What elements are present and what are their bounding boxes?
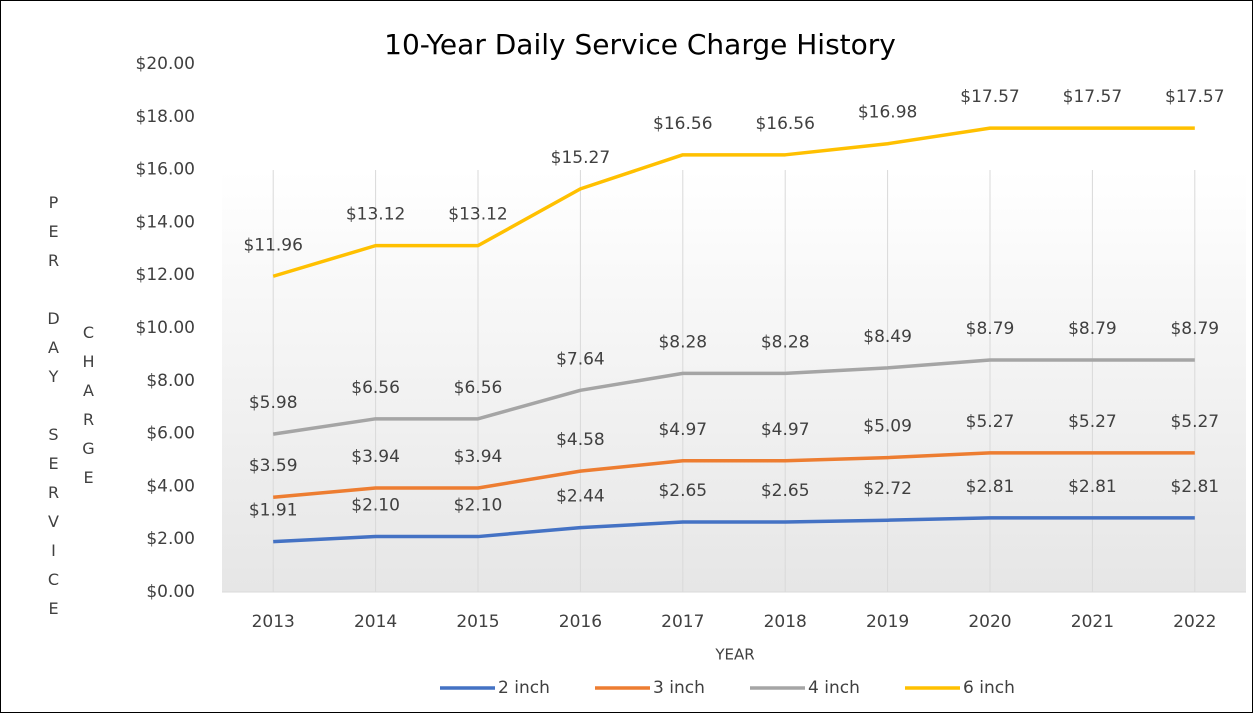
y-tick-label: $14.00 [136, 212, 195, 232]
data-label: $13.12 [346, 205, 405, 225]
series-line [273, 451, 1195, 499]
x-axis-label: YEAR [714, 646, 754, 664]
data-label: $5.09 [863, 417, 912, 437]
data-label: $2.10 [454, 496, 503, 516]
data-label: $5.27 [1170, 412, 1219, 432]
x-tick-label: 2018 [764, 612, 807, 632]
x-tick-label: 2022 [1173, 612, 1216, 632]
data-label: $8.79 [1068, 319, 1117, 339]
x-tick-label: 2014 [354, 612, 397, 632]
y-tick-label: $16.00 [136, 160, 195, 180]
data-label: $5.27 [966, 412, 1015, 432]
data-label: $6.56 [454, 378, 503, 398]
x-tick-label: 2015 [456, 612, 499, 632]
data-label: $2.65 [658, 481, 707, 501]
legend-label: 3 inch [653, 678, 705, 698]
x-tick-label: 2019 [866, 612, 909, 632]
data-label: $15.27 [551, 148, 610, 168]
data-label: $16.56 [755, 114, 814, 134]
data-label: $8.28 [658, 332, 707, 352]
data-label: $3.94 [351, 447, 400, 467]
series-line [273, 516, 1195, 544]
y-tick-label: $8.00 [146, 371, 195, 391]
x-tick-label: 2017 [661, 612, 704, 632]
data-label: $2.44 [556, 487, 605, 507]
y-tick-label: $20.00 [136, 54, 195, 74]
data-label: $8.79 [1170, 319, 1219, 339]
y-axis-label: PER DAY SERVICE CHARGE [44, 192, 98, 628]
data-label: $7.64 [556, 349, 605, 369]
data-label: $5.98 [249, 393, 298, 413]
data-label: $3.94 [454, 447, 503, 467]
data-label: $4.97 [658, 420, 707, 440]
data-label: $6.56 [351, 378, 400, 398]
legend-label: 4 inch [808, 678, 860, 698]
chart-title: 10-Year Daily Service Charge History [384, 28, 896, 61]
data-label: $2.81 [1170, 477, 1219, 497]
x-tick-label: 2020 [968, 612, 1011, 632]
data-label: $2.81 [1068, 477, 1117, 497]
data-label: $2.81 [966, 477, 1015, 497]
data-label: $2.65 [761, 481, 810, 501]
data-label: $2.10 [351, 496, 400, 516]
data-label: $16.56 [653, 114, 712, 134]
data-label: $8.49 [863, 327, 912, 347]
y-tick-label: $10.00 [136, 318, 195, 338]
data-label: $16.98 [858, 103, 917, 123]
data-label: $2.72 [863, 479, 912, 499]
y-tick-label: $2.00 [146, 529, 195, 549]
legend-label: 2 inch [498, 678, 550, 698]
series-line [272, 358, 1195, 436]
data-label: $17.57 [1165, 87, 1224, 107]
x-tick-label: 2021 [1071, 612, 1114, 632]
data-label: $4.97 [761, 420, 810, 440]
legend-label: 6 inch [963, 678, 1015, 698]
data-label: $11.96 [243, 235, 302, 255]
data-label: $17.57 [1063, 87, 1122, 107]
data-label: $5.27 [1068, 412, 1117, 432]
data-label: $8.79 [966, 319, 1015, 339]
series-line [272, 126, 1195, 278]
y-tick-label: $0.00 [146, 582, 195, 602]
data-label: $8.28 [761, 332, 810, 352]
y-tick-label: $4.00 [146, 476, 195, 496]
data-label: $3.59 [249, 456, 298, 476]
data-label: $17.57 [960, 87, 1019, 107]
y-tick-label: $18.00 [136, 107, 195, 127]
y-tick-label: $12.00 [136, 265, 195, 285]
data-label: $1.91 [249, 501, 298, 521]
x-tick-label: 2013 [252, 612, 295, 632]
data-label: $13.12 [448, 205, 507, 225]
y-tick-label: $6.00 [146, 424, 195, 444]
data-label: $4.58 [556, 430, 605, 450]
x-tick-label: 2016 [559, 612, 602, 632]
